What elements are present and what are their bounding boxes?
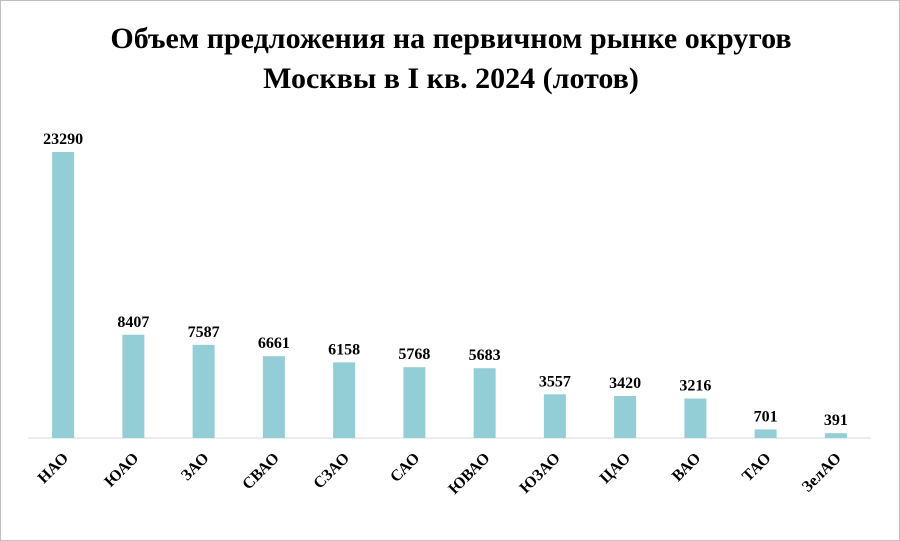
x-tick-label: СВАО bbox=[239, 450, 282, 493]
bar bbox=[754, 429, 777, 438]
x-tick-label: СЗАО bbox=[310, 450, 353, 493]
x-tick-label: ЮЗАО bbox=[517, 450, 564, 497]
data-label: 391 bbox=[824, 412, 848, 429]
chart-title: Объем предложения на первичном рынке окр… bbox=[110, 22, 792, 95]
x-tick-label: САО bbox=[387, 450, 423, 486]
x-tick-label: ЦАО bbox=[597, 450, 634, 487]
bar bbox=[614, 396, 637, 438]
data-label: 23290 bbox=[43, 131, 83, 148]
bar bbox=[403, 367, 426, 438]
x-tick-label: ТАО bbox=[739, 450, 774, 485]
bar bbox=[543, 394, 566, 438]
x-tick-label: ЗАО bbox=[178, 450, 212, 484]
bar bbox=[122, 334, 145, 438]
data-label: 3420 bbox=[609, 375, 641, 392]
data-label: 6661 bbox=[258, 335, 290, 352]
bar bbox=[824, 433, 847, 438]
bar bbox=[333, 362, 356, 438]
data-label: 5683 bbox=[469, 347, 501, 364]
data-label: 701 bbox=[754, 408, 778, 425]
data-label: 3557 bbox=[539, 373, 571, 390]
x-tick-label: ЗелАО bbox=[799, 450, 845, 496]
data-label: 7587 bbox=[188, 324, 220, 341]
bar bbox=[52, 152, 75, 438]
data-label: 6158 bbox=[328, 341, 360, 358]
bar bbox=[262, 356, 285, 438]
bar bbox=[473, 368, 496, 438]
bar bbox=[192, 344, 215, 438]
x-tick-label: ЮВАО bbox=[445, 450, 493, 498]
data-label: 8407 bbox=[117, 314, 149, 331]
data-label: 3216 bbox=[679, 378, 711, 395]
x-tick-label: ЮАО bbox=[101, 450, 142, 491]
bar bbox=[684, 398, 707, 438]
data-label: 5768 bbox=[398, 346, 430, 363]
x-tick-label: НАО bbox=[35, 450, 72, 487]
x-tick-label: ВАО bbox=[669, 450, 704, 485]
